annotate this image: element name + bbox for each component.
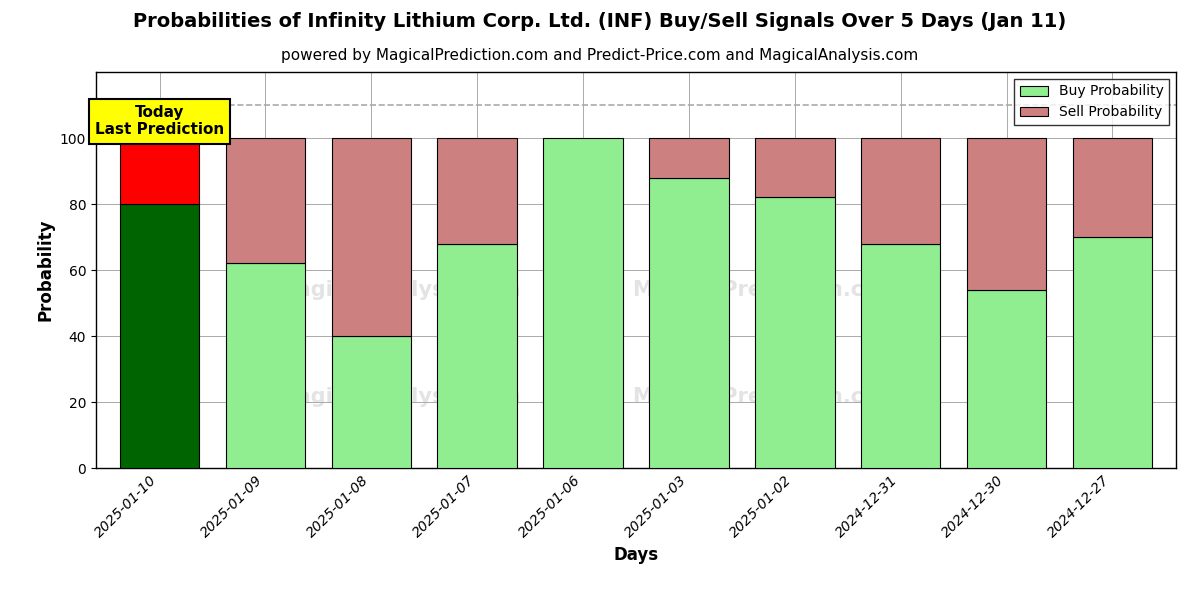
X-axis label: Days: Days	[613, 545, 659, 563]
Text: MagicalPrediction.com: MagicalPrediction.com	[632, 280, 899, 300]
Bar	[544, 138, 623, 468]
Legend: Buy Probability, Sell Probability: Buy Probability, Sell Probability	[1014, 79, 1169, 125]
Bar	[862, 244, 941, 468]
Y-axis label: Probability: Probability	[36, 219, 54, 321]
Bar	[226, 138, 305, 263]
Bar	[331, 336, 412, 468]
Text: Today
Last Prediction: Today Last Prediction	[95, 105, 224, 137]
Bar	[1073, 237, 1152, 468]
Bar	[1073, 138, 1152, 237]
Text: Probabilities of Infinity Lithium Corp. Ltd. (INF) Buy/Sell Signals Over 5 Days : Probabilities of Infinity Lithium Corp. …	[133, 12, 1067, 31]
Bar	[331, 138, 412, 336]
Bar	[649, 138, 728, 178]
Bar	[862, 138, 941, 244]
Bar	[755, 197, 834, 468]
Text: powered by MagicalPrediction.com and Predict-Price.com and MagicalAnalysis.com: powered by MagicalPrediction.com and Pre…	[281, 48, 919, 63]
Bar	[967, 138, 1046, 290]
Bar	[226, 263, 305, 468]
Bar	[755, 138, 834, 197]
Text: MagicalAnalysis.com: MagicalAnalysis.com	[276, 280, 521, 300]
Bar	[120, 138, 199, 204]
Text: MagicalAnalysis.com: MagicalAnalysis.com	[276, 387, 521, 407]
Text: MagicalPrediction.com: MagicalPrediction.com	[632, 387, 899, 407]
Bar	[967, 290, 1046, 468]
Bar	[438, 138, 517, 244]
Bar	[649, 178, 728, 468]
Bar	[438, 244, 517, 468]
Bar	[120, 204, 199, 468]
